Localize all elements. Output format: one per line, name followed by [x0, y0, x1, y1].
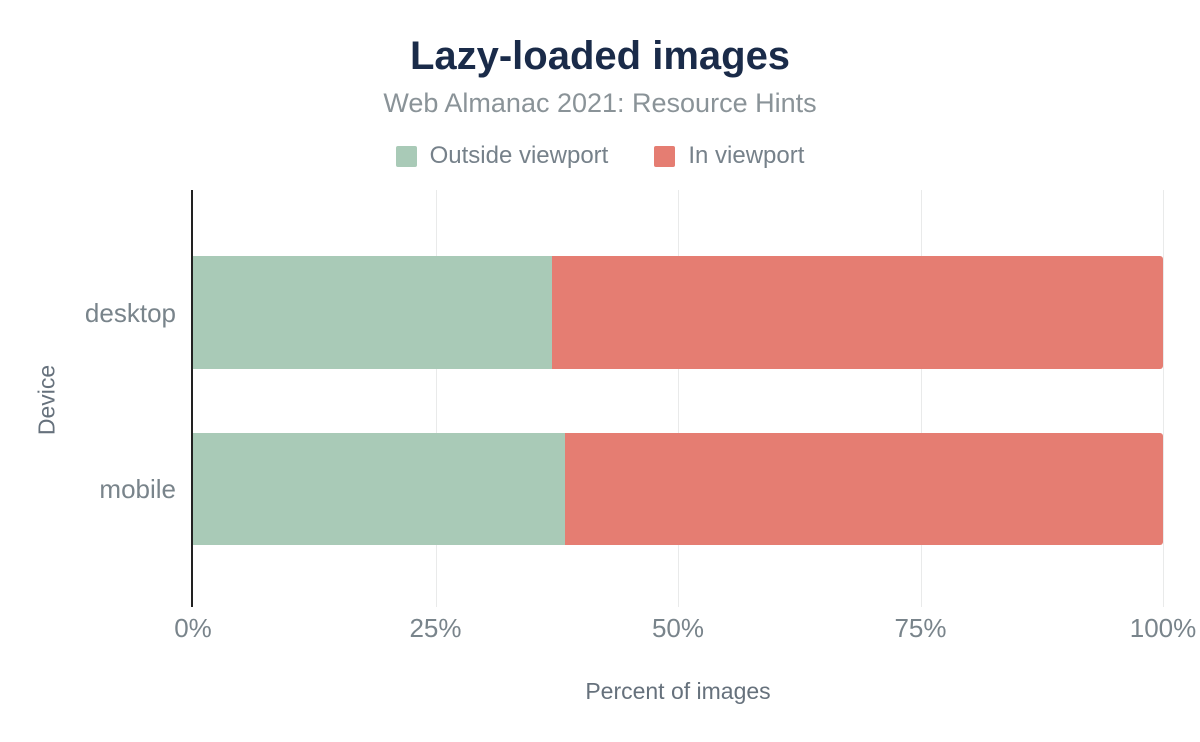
- category-label-desktop: desktop: [84, 298, 176, 328]
- legend-swatch-outside-viewport-icon: [395, 145, 417, 167]
- bar-row-desktop: [193, 256, 1163, 369]
- chart-subtitle: Web Almanac 2021: Resource Hints: [383, 88, 817, 118]
- x-axis-ticks: 0% 25% 50% 75% 100%: [174, 613, 1196, 645]
- legend-swatch-in-viewport-icon: [654, 145, 676, 167]
- gridline-25%: [435, 190, 437, 607]
- x-tick-label-25%: 25%: [409, 613, 462, 643]
- plot-area: [191, 190, 1164, 607]
- gridline-100%: [1163, 190, 1164, 607]
- bar-segment-desktop-in-viewport: [551, 256, 1163, 369]
- x-tick-label-0%: 0%: [174, 613, 212, 643]
- x-tick-label-75%: 75%: [894, 613, 947, 643]
- category-label-mobile: mobile: [99, 474, 176, 504]
- x-tick-label-50%: 50%: [651, 613, 705, 643]
- bar-segment-mobile-in-viewport: [565, 433, 1163, 545]
- gridline-50%: [678, 190, 679, 607]
- bar-segment-desktop-outside-viewport: [193, 256, 552, 369]
- y-axis-line: [191, 190, 193, 607]
- bar-row-mobile: [193, 433, 1163, 545]
- x-axis-title: Percent of images: [585, 678, 771, 704]
- y-axis-title: Device: [33, 364, 60, 436]
- chart-title: Lazy-loaded images: [409, 34, 791, 78]
- x-tick-label-100%: 100%: [1129, 613, 1197, 643]
- legend: Outside viewport In viewport: [0, 142, 1200, 170]
- legend-label-in-viewport: In viewport: [688, 142, 805, 169]
- legend-item-in-viewport: In viewport: [654, 142, 804, 170]
- bar-segment-mobile-outside-viewport: [193, 433, 566, 545]
- legend-label-outside-viewport: Outside viewport: [429, 142, 609, 169]
- gridline-75%: [920, 190, 922, 607]
- legend-item-outside-viewport: Outside viewport: [395, 142, 609, 170]
